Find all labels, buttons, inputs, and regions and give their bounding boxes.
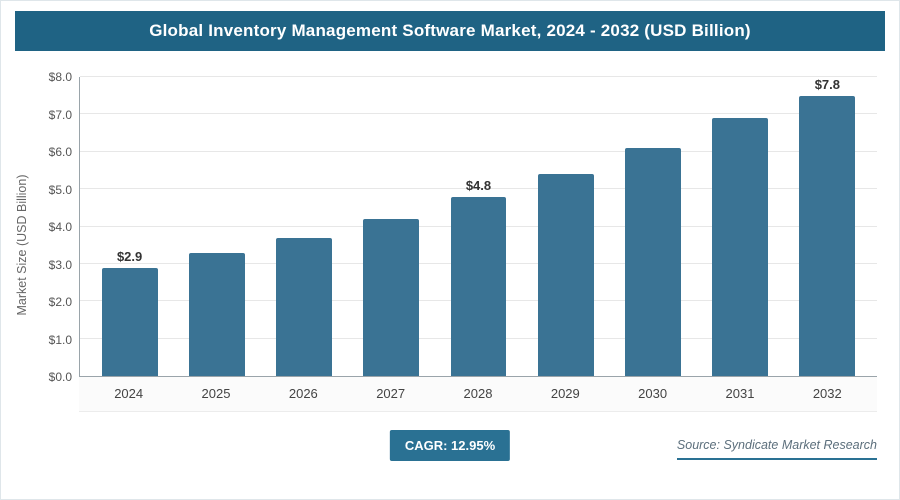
gridline [80, 113, 877, 115]
plot-region: $0.0 $1.0 $2.0 $3.0 $4.0 $5.0 $6.0 $7.0 $8.0 $2.… [35, 70, 877, 412]
x-tick-label: 2031 [725, 386, 755, 401]
y-tick-label: $5.0 [48, 182, 72, 197]
bar-slot [609, 77, 696, 376]
bar-value-label: $7.8 [814, 77, 841, 92]
plot-area: $2.9 $4.8 $7.8 [79, 76, 877, 377]
chart-title: Global Inventory Management Software Mar… [149, 21, 751, 40]
bar-slot [522, 77, 609, 376]
bar-2029 [537, 174, 594, 376]
y-tick-label: $2.0 [48, 295, 72, 309]
y-tick-label: $3.0 [48, 257, 72, 272]
bar-slot: $4.8 [435, 77, 522, 376]
x-tick-label: 2032 [812, 386, 842, 401]
bar-2028 [450, 196, 507, 376]
bar-value-label: $4.8 [465, 177, 492, 193]
y-tick-label: $0.0 [48, 370, 72, 384]
chart-title-banner: Global Inventory Management Software Mar… [15, 11, 885, 51]
x-tick-label: 2025 [201, 386, 231, 401]
bar-slot: $7.8 [784, 77, 871, 376]
x-tick-label: 2027 [376, 386, 406, 401]
source-attribution: Source: Syndicate Market Research [676, 438, 877, 460]
bar-series: $2.9 $4.8 $7.8 [80, 77, 877, 376]
x-tick-label: 2030 [638, 386, 668, 401]
bar-slot [697, 77, 784, 376]
x-tick-label: 2029 [550, 386, 580, 401]
bar-slot [260, 77, 347, 376]
bar-2027 [363, 219, 420, 376]
bar-2031 [712, 118, 769, 376]
chart-body: Market Size (USD Billion) $0.0 $1.0 $2.0 $3… [9, 70, 877, 412]
y-axis-ticks: $0.0 $1.0 $2.0 $3.0 $4.0 $5.0 $6.0 $7.0 $8.0 [35, 70, 79, 384]
bar-2032 [799, 96, 856, 376]
y-tick-label: $8.0 [48, 70, 72, 84]
chart-footer: CAGR: 12.95% Source: Syndicate Market Re… [23, 428, 877, 470]
bar-slot [348, 77, 435, 376]
bar-2026 [276, 237, 332, 376]
y-tick-label: $7.0 [48, 107, 72, 122]
gridline [80, 188, 877, 190]
bar-slot [173, 77, 260, 376]
x-tick-label: 2026 [288, 386, 318, 401]
cagr-badge: CAGR: 12.95% [389, 430, 511, 461]
bar-slot: $2.9 [86, 77, 173, 376]
y-tick-label: $1.0 [48, 332, 72, 347]
y-axis-title: Market Size (USD Billion) [15, 173, 29, 316]
bar-2025 [188, 252, 245, 376]
x-tick-label: 2024 [114, 386, 144, 401]
bar-2030 [625, 148, 681, 376]
y-tick-label: $4.0 [48, 220, 72, 234]
bar-value-label: $2.9 [116, 248, 143, 264]
x-tick-label: 2028 [463, 386, 493, 401]
x-axis-labels: 2024 2025 2026 2027 2028 2029 2030 2031 2032 [79, 377, 877, 412]
bar-2024 [101, 267, 158, 376]
gridline [80, 76, 877, 77]
gridline [80, 150, 877, 152]
y-tick-label: $6.0 [48, 145, 72, 159]
